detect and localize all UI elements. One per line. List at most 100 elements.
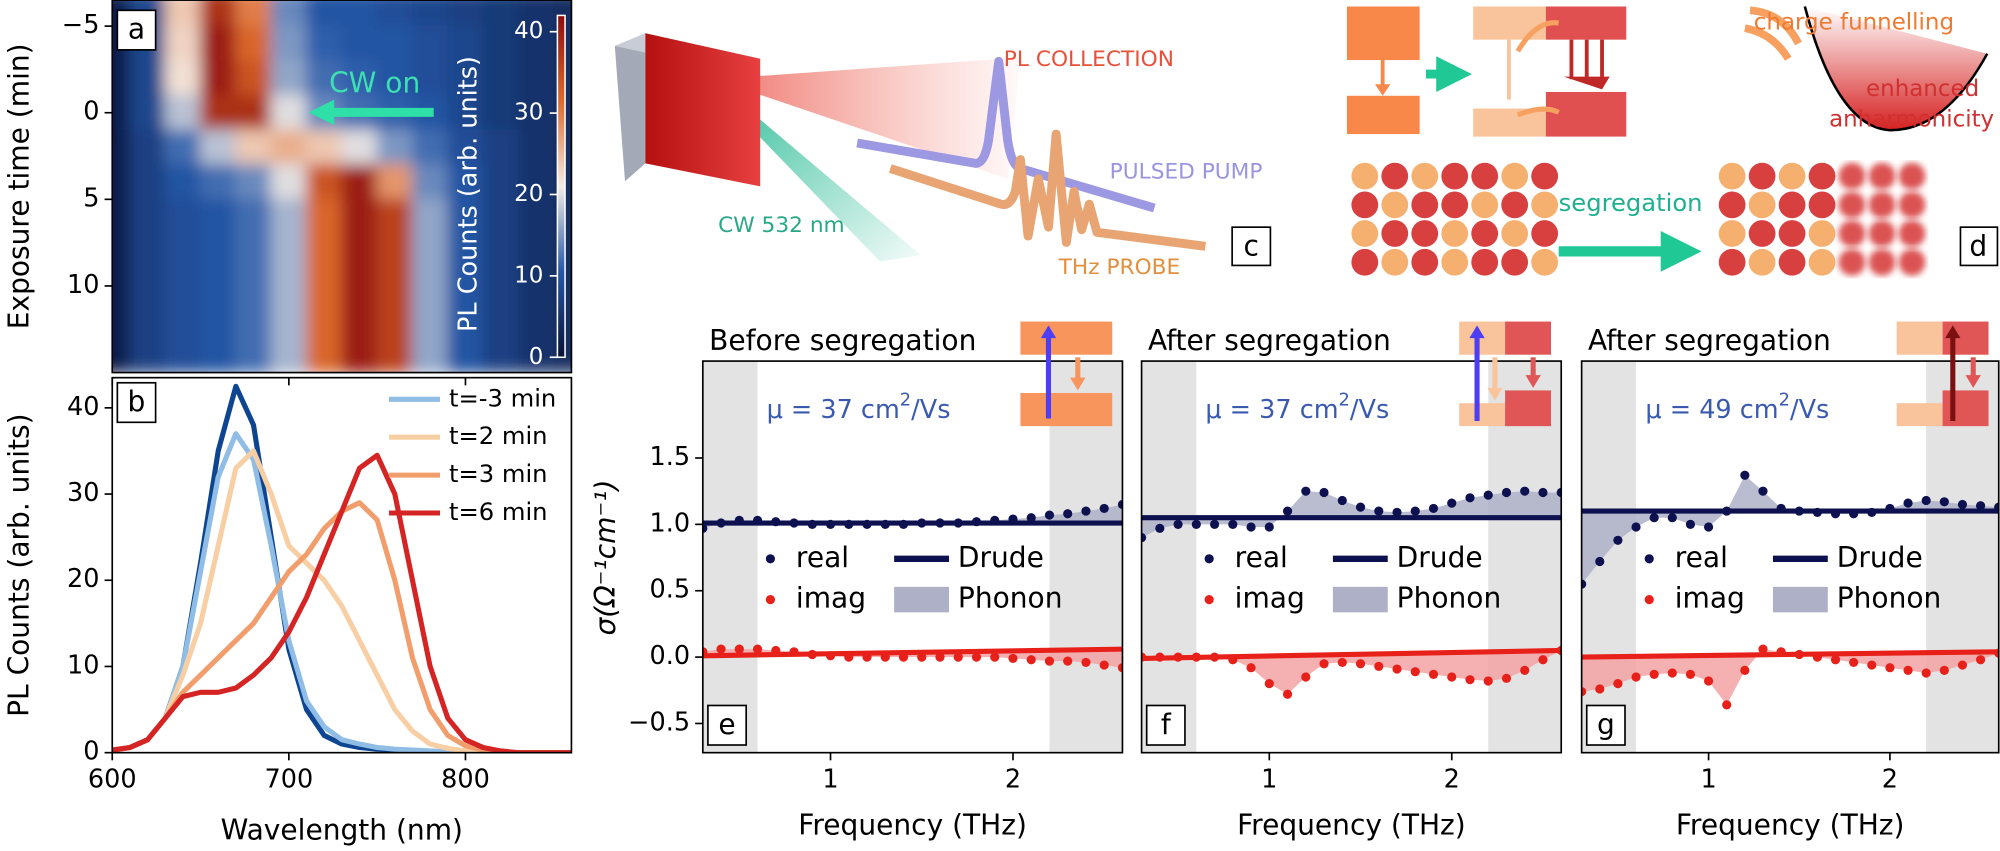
data-point xyxy=(1903,665,1913,675)
y-tick-label: 10 xyxy=(67,270,99,300)
data-point xyxy=(1849,657,1859,667)
heatmap-cell xyxy=(482,302,520,339)
data-point xyxy=(1776,647,1786,657)
heatmap-cell xyxy=(270,94,308,131)
heatmap-cell xyxy=(112,337,131,373)
data-point xyxy=(1246,522,1256,532)
lattice-dot xyxy=(1411,191,1439,219)
data-point xyxy=(1044,656,1055,666)
mobility-sup: 2 xyxy=(900,390,911,411)
data-point xyxy=(1447,672,1457,682)
data-point xyxy=(1613,679,1623,689)
data-point xyxy=(1282,506,1293,516)
data-point xyxy=(1483,676,1493,686)
heatmap-cell xyxy=(517,233,555,270)
lattice-dot xyxy=(1808,191,1836,219)
annotation-arrow-head xyxy=(308,99,335,126)
lattice-dot xyxy=(1351,248,1379,276)
lattice-dot xyxy=(1501,191,1529,219)
data-point xyxy=(1301,672,1311,682)
heatmap-cell xyxy=(270,129,308,166)
data-point xyxy=(789,647,799,657)
x-axis-label: Frequency (THz) xyxy=(798,809,1027,842)
data-point xyxy=(1667,513,1677,523)
heatmap-cell xyxy=(164,164,202,200)
heatmap-cell xyxy=(112,198,131,235)
data-point xyxy=(1081,506,1091,516)
x-axis-label: Frequency (THz) xyxy=(1676,809,1905,842)
heatmap-cell xyxy=(129,267,166,304)
heatmap-cell xyxy=(447,129,484,166)
data-point xyxy=(1501,487,1512,498)
heatmap-cell xyxy=(376,0,414,27)
mobility: μ = 37 cm2/Vs xyxy=(767,390,951,425)
heatmap-cell xyxy=(482,233,520,270)
lattice-dot xyxy=(1501,248,1529,276)
heatmap-cell xyxy=(112,302,131,339)
data-point xyxy=(1994,502,1999,512)
legend-marker xyxy=(1644,595,1654,605)
y-tick-label: 0 xyxy=(83,737,99,767)
lattice-dot xyxy=(1501,220,1529,247)
heatmap-cells xyxy=(112,0,572,373)
data-point xyxy=(935,518,945,528)
data-point xyxy=(1374,506,1384,516)
drude-line xyxy=(1581,649,1999,660)
heatmap-cell xyxy=(235,233,272,270)
data-point xyxy=(898,652,909,662)
lattice-dot xyxy=(1441,162,1469,190)
lattice-dot xyxy=(1748,248,1776,276)
y-tick-label: 1.0 xyxy=(649,508,690,538)
legend-marker xyxy=(765,554,776,564)
inset-level xyxy=(1942,390,1989,427)
inset-level xyxy=(1896,403,1943,427)
arrow xyxy=(1516,106,1560,118)
data-point xyxy=(1117,663,1123,673)
lattice-dot xyxy=(1411,248,1439,276)
heatmap-cell xyxy=(164,60,202,97)
drude-line xyxy=(702,646,1123,659)
phonon-fill xyxy=(1141,650,1562,695)
lattice-dot xyxy=(1351,162,1379,190)
data-point xyxy=(1867,660,1877,670)
inset-arrow-head xyxy=(1469,325,1485,339)
panel-label: f xyxy=(1161,708,1172,741)
heatmap-cell xyxy=(112,164,131,200)
lattice-dot xyxy=(1898,162,1926,190)
x-axis-label: Frequency (THz) xyxy=(1237,809,1466,842)
colorbar-tick-label: 10 xyxy=(514,262,543,288)
lattice-dot xyxy=(1441,248,1469,276)
data-point xyxy=(1319,487,1329,498)
x-tick-label: 2 xyxy=(1005,765,1021,795)
data-point xyxy=(1685,669,1696,679)
heatmap-cell xyxy=(305,267,343,304)
heatmap-cell xyxy=(411,233,449,270)
heatmap-cell xyxy=(305,198,343,235)
sample-back xyxy=(614,33,646,182)
heatmap-cell xyxy=(164,337,202,373)
heatmap-cell xyxy=(376,267,414,304)
legend-marker xyxy=(1644,554,1654,564)
legend-label: t=3 min xyxy=(449,460,548,488)
data-point xyxy=(1812,507,1822,518)
data-point xyxy=(771,517,781,527)
data-point xyxy=(1337,495,1347,506)
data-point xyxy=(1141,533,1147,543)
data-point xyxy=(1392,664,1402,674)
legend-swatch xyxy=(1332,586,1388,613)
colorbar-label: PL Counts (arb. units) xyxy=(453,56,483,332)
data-point xyxy=(1849,509,1859,519)
lattice-dot xyxy=(1471,191,1499,219)
heatmap-cell xyxy=(517,25,555,62)
lattice-dot xyxy=(1351,220,1379,247)
lattice xyxy=(1351,162,1926,276)
mobility-text: /Vs xyxy=(1790,395,1829,425)
data-point xyxy=(917,652,927,662)
data-point xyxy=(1957,660,1968,670)
heatmap-cell xyxy=(129,94,166,131)
heatmap-cell xyxy=(305,60,343,97)
heatmap-cell xyxy=(376,25,414,62)
diagram-d: charge funnelling enhanced anharmonicity… xyxy=(1346,6,1999,276)
heatmap-cell xyxy=(482,94,520,131)
y-tick-label: 40 xyxy=(67,392,99,422)
